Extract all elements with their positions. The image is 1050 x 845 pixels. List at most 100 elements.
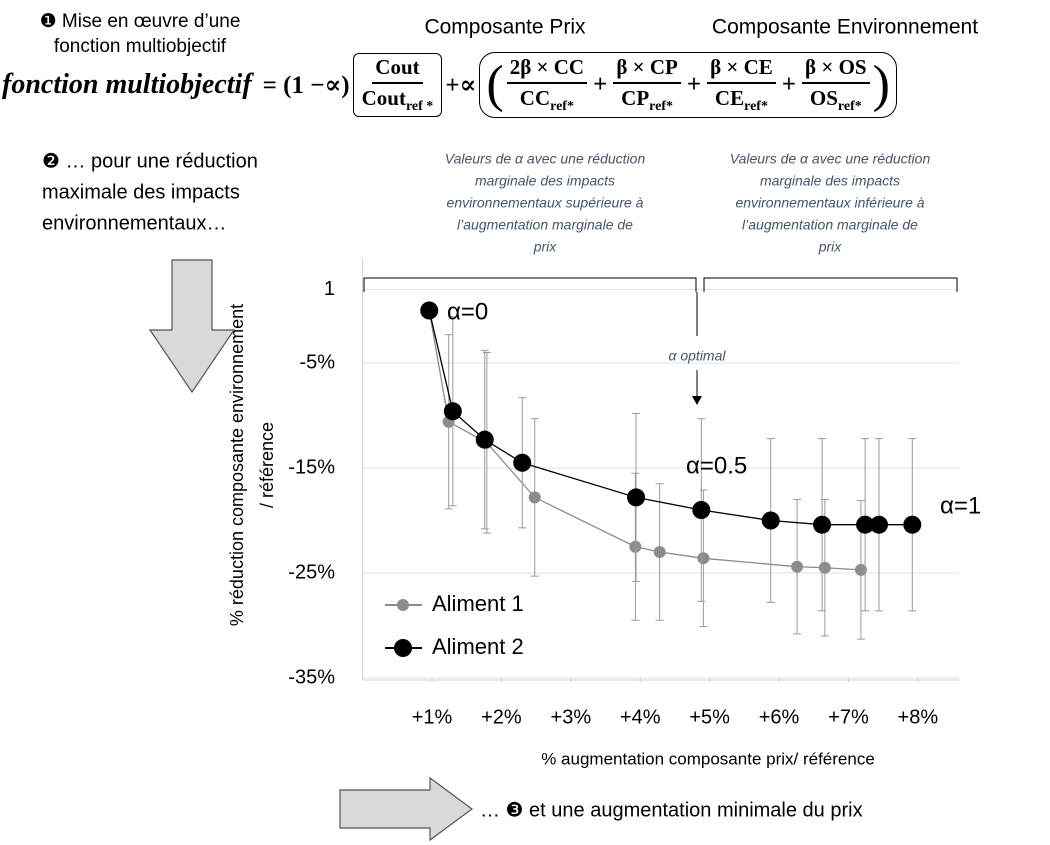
annotation: α=0.5 bbox=[686, 452, 747, 479]
formula-lhs: fonction multiobjectif bbox=[2, 69, 252, 101]
step2-text: maximale des impacts bbox=[42, 181, 240, 203]
numerator: 2β × CC bbox=[506, 55, 588, 84]
arrow-head bbox=[692, 396, 702, 405]
step2-text: ❷ … pour une réduction bbox=[42, 150, 258, 172]
x-tick-label: +3% bbox=[551, 706, 592, 728]
point bbox=[692, 501, 711, 519]
bracket-text: Valeurs de α avec une réduction bbox=[730, 151, 931, 167]
price-box: Cout Coutref * bbox=[352, 53, 443, 118]
denominator: Coutref * bbox=[359, 84, 437, 115]
x-tick-label: +1% bbox=[412, 706, 453, 728]
x-tick-label: +6% bbox=[759, 706, 800, 728]
point bbox=[627, 488, 646, 507]
x-tick-label: +4% bbox=[620, 706, 661, 728]
bracket-text: environnementaux supérieure à bbox=[447, 195, 644, 211]
bracket bbox=[703, 277, 958, 292]
plus: + bbox=[781, 71, 797, 99]
step1-text: ❶ Mise en œuvre d’une bbox=[40, 11, 241, 32]
step1-text: fonction multiobjectif bbox=[54, 36, 227, 57]
point bbox=[813, 515, 832, 534]
den-sub: ref* bbox=[649, 99, 673, 115]
den-sub: ref * bbox=[405, 99, 434, 115]
env-box: ( 2β × CC CCref* + β × CP CPref* + β × CE CEref… bbox=[479, 52, 897, 119]
x-tick-label: +2% bbox=[481, 706, 522, 728]
numerator: β × CP bbox=[613, 55, 681, 84]
den-sub: ref* bbox=[550, 99, 574, 115]
den-text: Cout bbox=[361, 86, 406, 110]
point bbox=[629, 540, 642, 553]
y-axis-label: % réduction composante environnement bbox=[227, 304, 247, 626]
numerator: Cout bbox=[372, 55, 423, 84]
denominator: CCref* bbox=[517, 84, 577, 115]
den-text: CP bbox=[621, 86, 650, 110]
den-sub: ref* bbox=[744, 99, 768, 115]
den-text: CC bbox=[519, 86, 551, 110]
y-tick-label: -5% bbox=[299, 351, 335, 373]
y-tick-label: -35% bbox=[288, 666, 335, 688]
right-arrow bbox=[339, 776, 474, 842]
denominator: OSref* bbox=[807, 84, 865, 115]
bracket-text: marginale des impacts bbox=[760, 173, 900, 189]
legend-label: Aliment 2 bbox=[432, 634, 524, 659]
paren: ) bbox=[872, 56, 890, 114]
point bbox=[869, 515, 888, 534]
numerator: β × OS bbox=[802, 55, 870, 84]
point bbox=[818, 561, 831, 574]
step3-text: … ❸ et une augmentation minimale du prix bbox=[480, 799, 863, 821]
bracket-text: marginale des impacts bbox=[475, 173, 615, 189]
point bbox=[443, 402, 462, 421]
x-tick-label: +5% bbox=[689, 706, 730, 728]
bracket-text: prix bbox=[818, 239, 843, 255]
annotation: α=1 bbox=[940, 492, 981, 519]
y-tick-label: -25% bbox=[288, 561, 335, 583]
series-line bbox=[428, 310, 861, 571]
price-heading: Composante Prix bbox=[424, 16, 586, 39]
fraction: β × CP CPref* bbox=[610, 55, 684, 115]
plus: + bbox=[593, 71, 608, 99]
formula-mult: +∝ bbox=[445, 72, 477, 100]
bracket-text: l’augmentation marginale de bbox=[457, 217, 633, 233]
annotation: α=0 bbox=[447, 298, 488, 325]
formula: fonction multiobjectif = (1 −∝) Cout Cou… bbox=[2, 52, 897, 119]
point bbox=[513, 453, 532, 472]
point bbox=[420, 301, 439, 320]
legend-marker bbox=[397, 599, 409, 611]
bracket-text: Valeurs de α avec une réduction bbox=[445, 151, 646, 167]
point bbox=[854, 563, 867, 576]
step2-text: environnementaux… bbox=[42, 212, 227, 234]
den-text: OS bbox=[809, 86, 838, 110]
formula-eq: = (1 −∝) bbox=[262, 72, 350, 100]
den-text: CE bbox=[714, 86, 745, 110]
bracket-text: prix bbox=[533, 239, 558, 255]
point bbox=[791, 560, 804, 573]
bracket bbox=[363, 277, 697, 292]
y-tick-label: -15% bbox=[288, 456, 335, 478]
x-axis-label: % augmentation composante prix/ référenc… bbox=[541, 749, 875, 768]
fraction: β × OS OSref* bbox=[799, 55, 873, 115]
y-axis-label: / référence bbox=[257, 422, 277, 508]
denominator: CEref* bbox=[712, 84, 771, 115]
point bbox=[475, 430, 494, 449]
point bbox=[697, 552, 710, 565]
point bbox=[653, 546, 666, 558]
fraction: 2β × CC CCref* bbox=[504, 55, 590, 115]
denominator: CPref* bbox=[618, 84, 676, 115]
legend-marker bbox=[394, 639, 412, 657]
den-sub: ref* bbox=[837, 99, 862, 115]
fraction: β × CE CEref* bbox=[704, 55, 779, 115]
down-arrow bbox=[148, 259, 236, 394]
legend-label: Aliment 1 bbox=[432, 591, 524, 616]
bracket-text: l’augmentation marginale de bbox=[742, 217, 918, 233]
series-line bbox=[428, 310, 913, 526]
point bbox=[528, 491, 541, 504]
env-heading: Composante Environnement bbox=[712, 16, 978, 39]
fraction: Cout Coutref * bbox=[356, 55, 440, 115]
point bbox=[761, 511, 780, 530]
point bbox=[856, 515, 875, 534]
plus: + bbox=[686, 71, 702, 99]
bracket-text: environnementaux inférieure à bbox=[735, 195, 924, 211]
optimal-label: α optimal bbox=[668, 348, 726, 364]
x-tick-label: +7% bbox=[828, 706, 869, 728]
